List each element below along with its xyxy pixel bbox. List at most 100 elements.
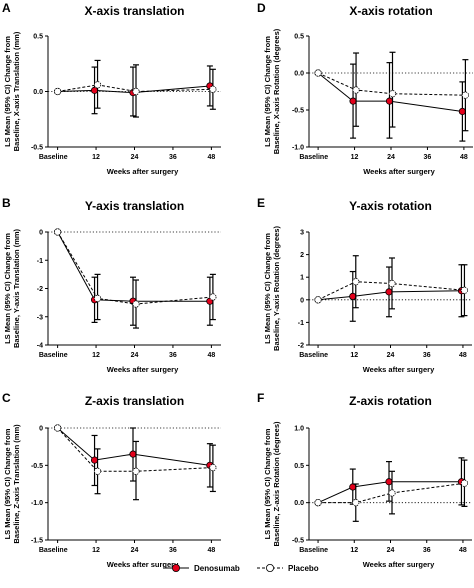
y-axis-label: LS Mean (95% CI) Change fromBaseline, X-… (3, 31, 21, 151)
series-line (318, 290, 462, 301)
data-point (129, 450, 137, 458)
x-tick-label: 12 (350, 352, 358, 359)
panel-title: Y-axis rotation (349, 199, 432, 213)
y-tick-label: 0.0 (33, 89, 43, 96)
data-point (458, 107, 466, 116)
x-tick-label: 24 (387, 547, 395, 554)
y-axis-label-line: Baseline, Y-axis Rotation (degrees) (272, 226, 281, 351)
series-placebo (314, 255, 469, 317)
panel-f: F Z-axis rotation -0.5 0.0 0.5 1.0 Baseline 12 2… (257, 391, 472, 569)
y-axis-label-line: LS Mean (95% CI) Change from (3, 428, 12, 539)
y-tick-label: -0.5 (292, 538, 304, 545)
x-tick-label: 36 (169, 547, 177, 554)
y-tick-label: -1.0 (31, 500, 43, 507)
panel-letter: E (257, 196, 265, 210)
data-point (90, 456, 99, 464)
x-axis-label: Weeks after surgery (363, 167, 435, 176)
series-line (57, 427, 210, 466)
data-point (93, 467, 102, 475)
y-tick-label: -2 (298, 343, 304, 350)
data-point (385, 288, 393, 296)
data-point (54, 87, 62, 96)
y-axis-label: LS Mean (95% CI) Change fromBaseline, X-… (263, 28, 281, 154)
x-tick-label: 48 (459, 547, 467, 554)
data-point (209, 85, 217, 93)
x-axis-label: Weeks after surgery (107, 365, 179, 374)
y-axis-label: LS Mean (95% CI) Change fromBaseline, Y-… (3, 228, 21, 348)
series-line (317, 72, 463, 112)
series-placebo (54, 424, 217, 501)
y-axis-label-line: Baseline, Z-axis Translation (mm) (12, 424, 21, 544)
x-tick-label: 36 (423, 547, 431, 554)
series-line (317, 481, 462, 504)
y-tick-label: -0.5 (292, 108, 304, 115)
series-line (57, 85, 210, 94)
x-tick-label: 48 (207, 547, 215, 554)
data-point (460, 286, 469, 294)
x-tick-label: Baseline (39, 154, 68, 161)
data-point (132, 300, 140, 308)
series-placebo (54, 59, 217, 118)
panel-c: C Z-axis translation -1.5 -1.0 -0.5 0 Baseline… (2, 391, 221, 569)
x-tick-label: 48 (207, 154, 215, 161)
data-point (93, 81, 102, 89)
data-point (352, 278, 360, 286)
panel-letter: F (257, 391, 264, 405)
series-placebo (314, 459, 469, 522)
panel-title: X-axis rotation (349, 4, 432, 18)
y-tick-label: -4 (37, 343, 43, 350)
x-tick-label: 24 (131, 154, 139, 161)
series-denosumab (314, 264, 466, 322)
y-tick-label: 0 (300, 297, 304, 304)
y-tick-label: -1.5 (31, 538, 43, 545)
x-tick-label: 12 (92, 154, 100, 161)
y-tick-label: 0.5 (294, 463, 304, 470)
x-tick-label: 36 (424, 154, 432, 161)
panel-letter: C (2, 391, 11, 405)
y-axis-label-line: LS Mean (95% CI) Change from (3, 36, 12, 147)
y-tick-label: 0.5 (294, 34, 304, 41)
data-point (209, 293, 217, 301)
x-tick-label: Baseline (39, 352, 68, 359)
y-tick-label: -0.5 (31, 145, 43, 152)
y-axis-label-line: LS Mean (95% CI) Change from (263, 36, 272, 147)
data-point (314, 499, 322, 507)
y-axis-label-line: LS Mean (95% CI) Change from (263, 428, 272, 539)
data-point (54, 424, 62, 432)
x-tick-label: 12 (92, 352, 100, 359)
x-axis-label: Weeks after surgery (107, 167, 179, 176)
data-point (314, 69, 322, 77)
x-axis-label: Weeks after surgery (363, 365, 435, 374)
series-denosumab (314, 457, 466, 507)
legend-placebo-label: Placebo (288, 564, 319, 573)
x-tick-label: 24 (387, 154, 395, 161)
series-line (318, 482, 465, 504)
panel-letter: B (2, 196, 11, 210)
x-tick-label: 24 (131, 547, 139, 554)
y-tick-label: 0.5 (33, 34, 43, 41)
series-line (57, 231, 213, 305)
series-line (57, 84, 213, 93)
x-tick-label: 36 (169, 352, 177, 359)
x-tick-label: 48 (207, 352, 215, 359)
legend: Denosumab Placebo (163, 564, 319, 573)
panel-letter: D (257, 1, 266, 15)
y-tick-label: -0.5 (31, 463, 43, 470)
y-tick-label: -1 (298, 320, 304, 327)
legend-denosumab-marker (171, 564, 180, 573)
data-point (461, 91, 469, 99)
x-tick-label: 48 (459, 352, 467, 359)
data-point (388, 90, 397, 98)
data-point (460, 479, 469, 487)
series-denosumab (54, 424, 214, 488)
panel-title: Y-axis translation (85, 199, 184, 213)
x-axis-label: Weeks after surgery (107, 560, 179, 569)
data-point (385, 478, 393, 486)
y-tick-label: 0.0 (294, 500, 304, 507)
data-point (209, 463, 217, 472)
x-tick-label: 12 (92, 547, 100, 554)
x-tick-label: 48 (460, 154, 468, 161)
y-tick-label: -3 (37, 314, 43, 321)
y-tick-label: -1.0 (292, 145, 304, 152)
